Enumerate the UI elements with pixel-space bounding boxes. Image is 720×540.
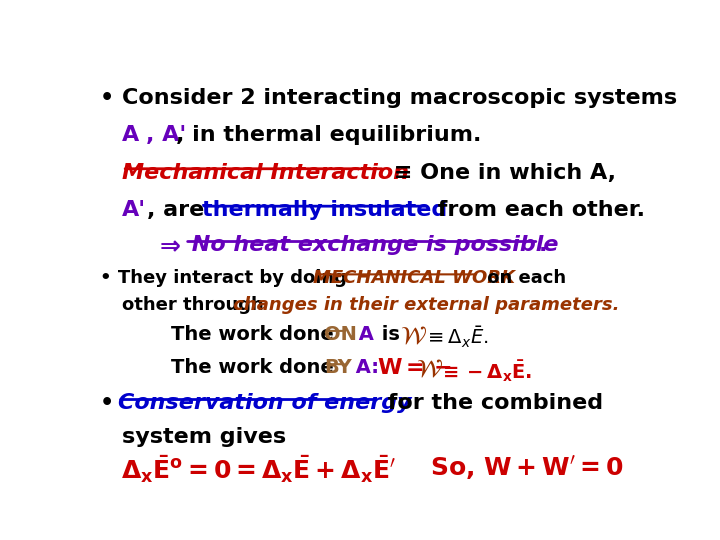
Text: ⇒: ⇒ (160, 235, 181, 259)
Text: $\mathbf{\equiv -\Delta_x\bar{E}.}$: $\mathbf{\equiv -\Delta_x\bar{E}.}$ (438, 358, 532, 383)
Text: $\mathcal{W}$: $\mathcal{W}$ (400, 325, 427, 349)
Text: .: . (539, 235, 548, 255)
Text: from each other.: from each other. (431, 200, 645, 220)
Text: system gives: system gives (122, 427, 287, 447)
Text: Conservation of energy: Conservation of energy (118, 393, 412, 413)
Text: • They interact by doing: • They interact by doing (100, 268, 347, 287)
Text: Mechanical Interaction: Mechanical Interaction (122, 163, 410, 183)
Text: other through: other through (122, 295, 264, 314)
Text: $\mathcal{W}$: $\mathcal{W}$ (416, 358, 444, 382)
Text: So, $\mathbf{W + W' = 0}$: So, $\mathbf{W + W' = 0}$ (431, 454, 624, 482)
Text: $\mathbf{\Delta_x\bar{E}^o = 0 = \Delta_x\bar{E} + \Delta_x\bar{E}'}$: $\mathbf{\Delta_x\bar{E}^o = 0 = \Delta_… (121, 454, 396, 485)
Text: ON: ON (324, 325, 357, 343)
Text: for the combined: for the combined (380, 393, 603, 413)
Text: MECHANICAL WORK: MECHANICAL WORK (313, 268, 516, 287)
Text: is: is (374, 325, 400, 343)
Text: A: A (122, 125, 140, 145)
Text: thermally insulated: thermally insulated (202, 200, 447, 220)
Text: •: • (100, 393, 114, 413)
Text: , A': , A' (145, 125, 186, 145)
Text: A: A (352, 325, 374, 343)
Text: The work done: The work done (171, 358, 333, 377)
Text: , are: , are (148, 200, 204, 220)
Text: BY: BY (324, 358, 352, 377)
Text: No heat exchange is possible: No heat exchange is possible (184, 235, 558, 255)
Text: $\mathbf{W = -}$: $\mathbf{W = -}$ (377, 358, 452, 378)
Text: A': A' (122, 200, 146, 220)
Text: on each: on each (481, 268, 566, 287)
Text: • Consider 2 interacting macroscopic systems: • Consider 2 interacting macroscopic sys… (100, 87, 678, 107)
Text: ≡ One in which A,: ≡ One in which A, (386, 163, 616, 183)
Text: , in thermal equilibrium.: , in thermal equilibrium. (176, 125, 482, 145)
Text: $\equiv\Delta_x\bar{E}.$: $\equiv\Delta_x\bar{E}.$ (423, 325, 488, 350)
Text: The work done: The work done (171, 325, 333, 343)
Text: A:: A: (349, 358, 379, 377)
Text: changes in their external parameters.: changes in their external parameters. (227, 295, 619, 314)
